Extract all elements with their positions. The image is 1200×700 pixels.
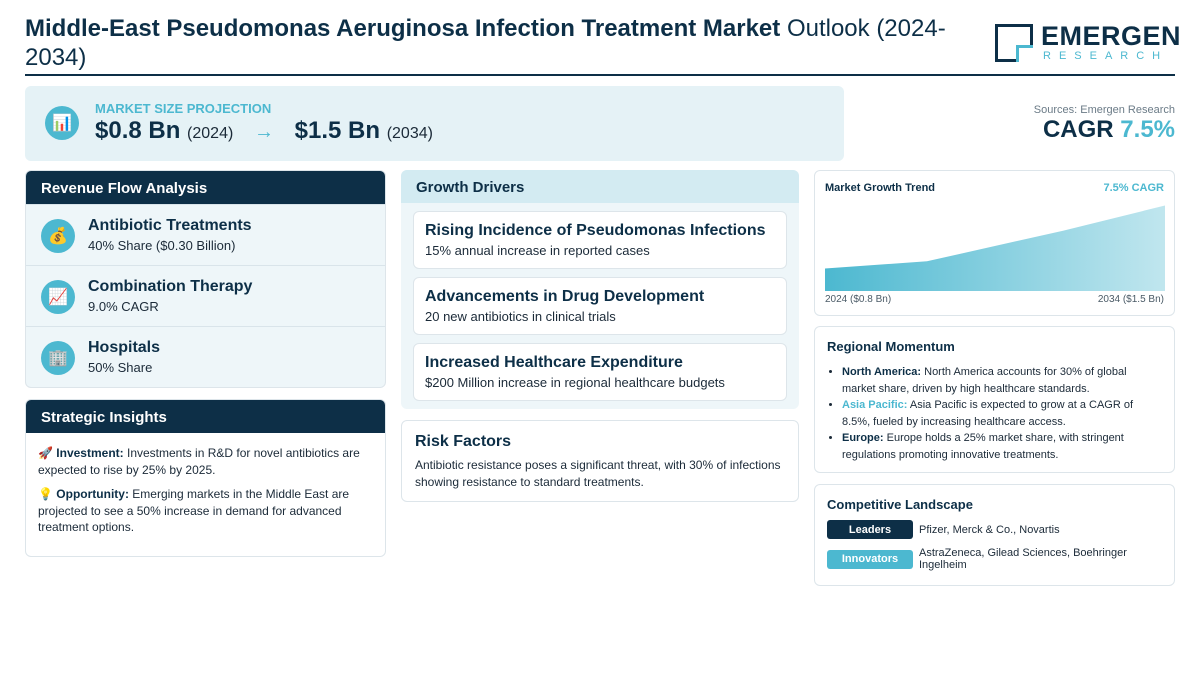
driver-title: Increased Healthcare Expenditure	[425, 354, 683, 371]
driver-sub: $200 Million increase in regional health…	[425, 375, 725, 390]
revenue-item-sub: 40% Share ($0.30 Billion)	[88, 238, 236, 253]
list-item: Asia Pacific: Asia Pacific is expected t…	[842, 397, 1162, 430]
rocket-icon: 🚀	[38, 446, 53, 460]
market-growth-trend-panel: Market Growth Trend 7.5% CAGR 2024 ($0.8…	[814, 170, 1175, 316]
driver-card: Rising Incidence of Pseudomonas Infectio…	[413, 211, 787, 269]
revenue-item: 🏢 Hospitals 50% Share	[26, 326, 385, 387]
driver-sub: 20 new antibiotics in clinical trials	[425, 309, 616, 324]
region-name: Asia Pacific:	[842, 399, 908, 411]
growth-area	[825, 205, 1165, 291]
driver-title: Rising Incidence of Pseudomonas Infectio…	[425, 222, 766, 239]
cagr-label: CAGR	[1042, 116, 1114, 143]
page-header: Middle-East Pseudomonas Aeruginosa Infec…	[25, 14, 1181, 76]
revenue-item-title: Antibiotic Treatments	[88, 217, 252, 234]
regional-list: North America: North America accounts fo…	[827, 364, 1162, 463]
banner-values: $0.8 Bn (2024) → $1.5 Bn (2034)	[95, 117, 433, 145]
revenue-item-title: Combination Therapy	[88, 278, 253, 295]
innovators-badge: Innovators	[827, 549, 913, 569]
trend-up-icon: 📈	[41, 280, 75, 314]
region-name: Europe:	[842, 432, 884, 444]
logo-sub: RESEARCH	[1043, 50, 1169, 62]
market-size-banner: 📊 MARKET SIZE PROJECTION $0.8 Bn (2024) …	[25, 86, 844, 161]
building-icon: 🏢	[41, 341, 75, 375]
page-title: Middle-East Pseudomonas Aeruginosa Infec…	[25, 14, 965, 72]
growth-drivers-panel: Growth Drivers Rising Incidence of Pseud…	[401, 170, 799, 409]
trend-start-label: 2024 ($0.8 Bn)	[825, 294, 892, 305]
end-value: $1.5 Bn	[294, 117, 381, 144]
logo-mark-icon	[995, 24, 1033, 62]
logo-word: EMERGEN	[1041, 21, 1182, 51]
insight-label: Investment:	[56, 446, 124, 460]
insight-label: Opportunity:	[56, 487, 129, 501]
risk-factors-panel: Risk Factors Antibiotic resistance poses…	[401, 420, 799, 502]
cagr-summary: CAGR 7.5%	[1043, 116, 1175, 144]
list-item: Europe: Europe holds a 25% market share,…	[842, 430, 1162, 463]
cagr-value: 7.5%	[1120, 116, 1175, 143]
bar-chart-icon: 📊	[45, 106, 79, 140]
insights-heading: Strategic Insights	[26, 400, 385, 433]
title-bold: Middle-East Pseudomonas Aeruginosa Infec…	[25, 15, 781, 42]
start-year: (2024)	[187, 125, 234, 142]
regional-heading: Regional Momentum	[827, 339, 955, 354]
competitive-landscape-panel: Competitive Landscape Leaders Pfizer, Me…	[814, 484, 1175, 586]
right-column: Market Growth Trend 7.5% CAGR 2024 ($0.8…	[814, 170, 1175, 586]
innovators-row: Innovators AstraZeneca, Gilead Sciences,…	[827, 547, 1162, 571]
sources-text: Sources: Emergen Research	[1033, 104, 1175, 116]
insight-text: Emerging markets in the Middle East are …	[38, 487, 350, 534]
revenue-item-title: Hospitals	[88, 339, 161, 356]
insight-investment: 🚀 Investment: Investments in R&D for nov…	[38, 445, 373, 478]
driver-title: Advancements in Drug Development	[425, 288, 705, 305]
region-text: North America accounts for 30% of global…	[842, 366, 1127, 395]
trend-title: Market Growth Trend	[825, 182, 936, 194]
region-text: Europe holds a 25% market share, with st…	[842, 432, 1124, 461]
drivers-heading: Growth Drivers	[401, 170, 799, 203]
trend-cagr: 7.5% CAGR	[1103, 182, 1164, 194]
revenue-item: 📈 Combination Therapy 9.0% CAGR	[26, 265, 385, 326]
risk-heading: Risk Factors	[415, 433, 512, 450]
lightbulb-icon: 💡	[38, 487, 53, 501]
trend-end-label: 2034 ($1.5 Bn)	[1097, 294, 1164, 305]
revenue-item-sub: 50% Share	[88, 360, 153, 375]
region-text: Asia Pacific is expected to grow at a CA…	[842, 399, 1134, 428]
insights-body: 🚀 Investment: Investments in R&D for nov…	[26, 433, 385, 556]
title-rest: Outlook (2024-2034)	[25, 15, 946, 71]
region-name: North America:	[842, 366, 922, 378]
money-bag-icon: 💰	[41, 219, 75, 253]
driver-card: Advancements in Drug Development 20 new …	[413, 277, 787, 335]
start-value: $0.8 Bn	[95, 117, 181, 144]
leaders-text: Pfizer, Merck & Co., Novartis	[919, 523, 1060, 536]
revenue-heading: Revenue Flow Analysis	[26, 171, 385, 204]
revenue-item-sub: 9.0% CAGR	[88, 299, 159, 314]
middle-column: Growth Drivers Rising Incidence of Pseud…	[401, 170, 799, 502]
regional-momentum-panel: Regional Momentum North America: North A…	[814, 326, 1175, 473]
innovators-text: AstraZeneca, Gilead Sciences, Boehringer…	[919, 547, 1127, 571]
list-item: North America: North America accounts fo…	[842, 364, 1162, 397]
revenue-item: 💰 Antibiotic Treatments 40% Share ($0.30…	[26, 204, 385, 265]
insight-opportunity: 💡 Opportunity: Emerging markets in the M…	[38, 486, 373, 536]
risk-text: Antibiotic resistance poses a significan…	[415, 458, 781, 489]
left-column: Revenue Flow Analysis 💰 Antibiotic Treat…	[25, 170, 386, 557]
driver-sub: 15% annual increase in reported cases	[425, 243, 650, 258]
emergen-logo: EMERGEN RESEARCH	[995, 22, 1181, 64]
insight-text: Investments in R&D for novel antibiotics…	[38, 446, 360, 477]
end-year: (2034)	[386, 125, 433, 142]
revenue-flow-panel: Revenue Flow Analysis 💰 Antibiotic Treat…	[25, 170, 386, 388]
leaders-badge: Leaders	[827, 520, 913, 539]
driver-card: Increased Healthcare Expenditure $200 Mi…	[413, 343, 787, 401]
leaders-row: Leaders Pfizer, Merck & Co., Novartis	[827, 520, 1162, 539]
arrow-right-icon: →	[253, 121, 274, 143]
competitive-heading: Competitive Landscape	[827, 497, 973, 512]
banner-label: MARKET SIZE PROJECTION	[95, 101, 272, 116]
strategic-insights-panel: Strategic Insights 🚀 Investment: Investm…	[25, 399, 386, 557]
growth-area-chart	[825, 205, 1165, 291]
